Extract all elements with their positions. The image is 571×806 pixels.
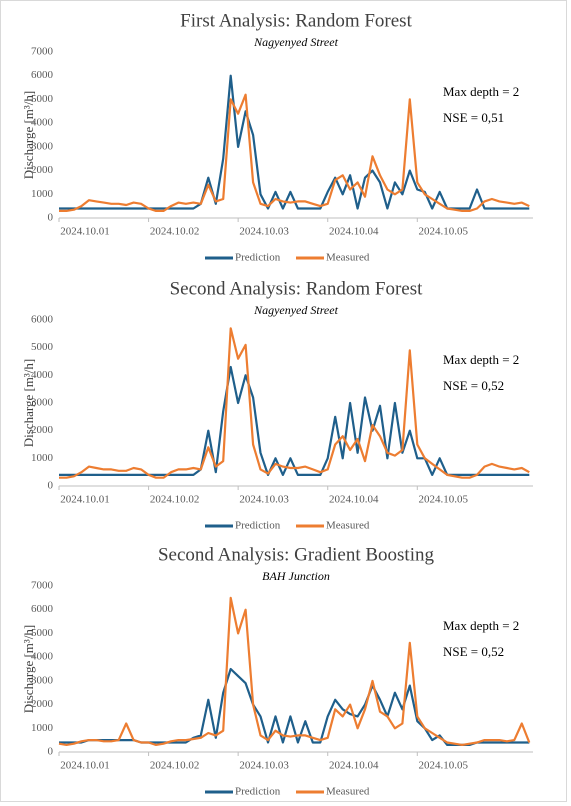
y-tick-label: 1000 (31, 722, 54, 734)
y-tick-label: 1000 (31, 452, 54, 464)
series-line (59, 93, 530, 212)
series-line (58, 596, 531, 746)
y-tick-label: 3000 (31, 674, 54, 686)
legend-label: Prediction (235, 252, 281, 264)
y-tick-label: 4000 (31, 651, 54, 663)
annotation: NSE = 0,52 (443, 378, 504, 393)
x-tick-label: 2024.10.02 (150, 494, 200, 506)
y-axis-title: Discharge [m³/h] (21, 91, 36, 180)
x-tick-label: 2024.10.04 (329, 226, 379, 238)
annotation: NSE = 0,52 (443, 644, 504, 659)
y-tick-label: 6000 (31, 314, 54, 326)
y-tick-label: 4000 (31, 117, 54, 129)
chart-title: Second Analysis: Gradient Boosting (158, 544, 435, 565)
x-tick-label: 2024.10.02 (150, 226, 200, 238)
x-tick-label: 2024.10.05 (419, 760, 469, 772)
x-tick-label: 2024.10.03 (239, 226, 289, 238)
y-tick-label: 0 (48, 746, 54, 758)
y-axis-title: Discharge [m³/h] (21, 625, 36, 714)
x-tick-label: 2024.10.01 (60, 494, 110, 506)
chart-subtitle: Nagyenyed Street (253, 35, 339, 49)
annotation: Max depth = 2 (443, 352, 519, 367)
y-tick-label: 2000 (31, 424, 54, 436)
x-tick-label: 2024.10.02 (150, 760, 200, 772)
y-tick-label: 5000 (31, 341, 54, 353)
legend-label: Measured (326, 520, 370, 532)
chart-title: Second Analysis: Random Forest (170, 278, 424, 299)
x-tick-label: 2024.10.04 (329, 760, 379, 772)
legend-label: Prediction (235, 520, 281, 532)
legend-label: Measured (326, 252, 370, 264)
y-axis-title: Discharge [m³/h] (21, 359, 36, 448)
series-line (59, 327, 530, 479)
y-tick-label: 2000 (31, 164, 54, 176)
annotation: Max depth = 2 (443, 84, 519, 99)
x-tick-label: 2024.10.01 (60, 226, 110, 238)
x-tick-label: 2024.10.05 (419, 226, 469, 238)
x-tick-label: 2024.10.05 (419, 494, 469, 506)
y-tick-label: 6000 (31, 69, 54, 81)
annotation: NSE = 0,51 (443, 110, 504, 125)
x-tick-label: 2024.10.03 (239, 494, 289, 506)
y-tick-label: 0 (48, 480, 54, 492)
y-tick-label: 6000 (31, 603, 54, 615)
legend-label: Prediction (235, 786, 281, 798)
y-tick-label: 5000 (31, 93, 54, 105)
y-tick-label: 3000 (31, 140, 54, 152)
chart-title: First Analysis: Random Forest (180, 10, 412, 31)
x-tick-label: 2024.10.01 (60, 760, 110, 772)
y-tick-label: 7000 (31, 46, 54, 58)
y-tick-label: 0 (48, 212, 54, 224)
chart-subtitle: Nagyenyed Street (253, 303, 339, 317)
x-tick-label: 2024.10.04 (329, 494, 379, 506)
y-tick-label: 5000 (31, 627, 54, 639)
y-tick-label: 2000 (31, 698, 54, 710)
y-tick-label: 7000 (31, 580, 54, 592)
y-tick-label: 1000 (31, 188, 54, 200)
y-tick-label: 3000 (31, 397, 54, 409)
chart-subtitle: BAH Junction (262, 569, 330, 583)
x-tick-label: 2024.10.03 (239, 760, 289, 772)
annotation: Max depth = 2 (443, 618, 519, 633)
legend-label: Measured (326, 786, 370, 798)
y-tick-label: 4000 (31, 369, 54, 381)
